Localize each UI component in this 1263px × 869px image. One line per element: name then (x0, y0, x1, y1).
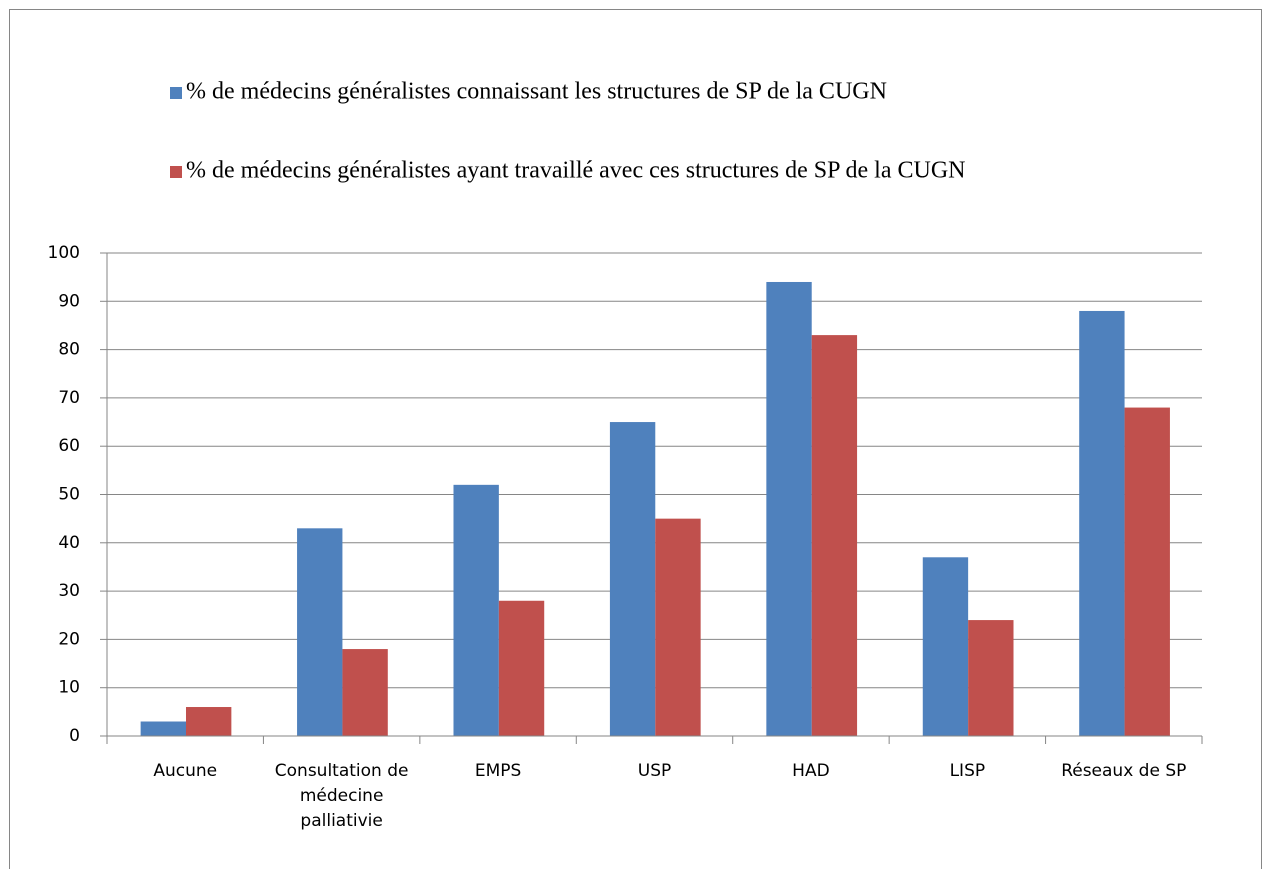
bar (498, 600, 545, 736)
legend-swatch (170, 87, 182, 99)
y-tick-label: 30 (58, 581, 80, 601)
bar (140, 721, 186, 736)
y-tick-label: 100 (48, 243, 80, 263)
legend-label: % de médecins généralistes ayant travail… (186, 158, 966, 184)
bar (968, 620, 1014, 736)
y-tick-label: 60 (58, 436, 80, 456)
bar (922, 557, 969, 736)
bar (453, 484, 499, 736)
bar (1079, 310, 1125, 736)
legend-swatch (170, 166, 182, 178)
x-tick-label: Consultation de médecine palliativie (274, 761, 409, 831)
y-tick-label: 10 (58, 678, 80, 698)
x-tick-label: USP (637, 761, 672, 781)
x-tick-label: HAD (792, 761, 830, 781)
bar (655, 518, 701, 736)
x-tick-label: LISP (949, 761, 986, 781)
bar (766, 281, 812, 736)
x-tick-label: Réseaux de SP (1061, 761, 1187, 781)
x-tick-label: Aucune (153, 761, 218, 781)
bar (1124, 407, 1170, 736)
chart-frame (9, 9, 1262, 869)
y-tick-label: 20 (58, 629, 80, 649)
bar (185, 707, 232, 736)
y-tick-label: 50 (58, 485, 80, 505)
bar (811, 335, 858, 736)
bar (297, 528, 343, 736)
y-tick-label: 0 (69, 726, 80, 746)
legend-label: % de médecins généralistes connaissant l… (186, 79, 887, 105)
y-tick-label: 80 (58, 340, 80, 360)
bar (609, 422, 656, 736)
bar (342, 649, 388, 736)
y-tick-label: 40 (58, 533, 80, 553)
y-tick-label: 90 (58, 291, 80, 311)
y-tick-label: 70 (58, 388, 80, 408)
x-tick-label: EMPS (474, 761, 522, 781)
